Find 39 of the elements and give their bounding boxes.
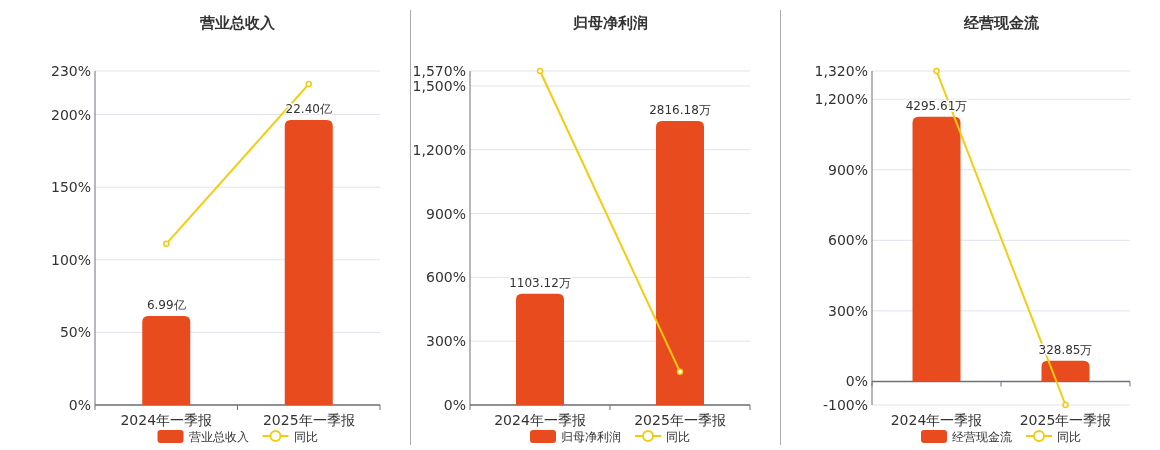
- x-tick-label: 2025年一季报: [634, 412, 726, 428]
- y-tick-label: 1,570%: [412, 63, 466, 79]
- legend-label: 归母净利润: [561, 430, 621, 444]
- y-tick-label: 0%: [443, 397, 466, 413]
- y-tick-label: -100%: [822, 397, 868, 413]
- data-label: 6.99亿: [146, 298, 186, 313]
- y-tick-label: 300%: [425, 333, 466, 350]
- legend-label: 营业总收入: [188, 430, 249, 444]
- legend-label: 同比: [666, 430, 690, 444]
- y-tick-label: 150%: [50, 179, 91, 196]
- x-tick-label: 2024年一季报: [494, 412, 586, 428]
- y-tick-label: 900%: [827, 161, 868, 178]
- legend-label: 同比: [1057, 430, 1081, 444]
- data-label: 22.40亿: [285, 101, 332, 116]
- x-tick-label: 2025年一季报: [1019, 412, 1112, 428]
- y-tick-label: 0%: [68, 397, 91, 413]
- y-tick-label: 50%: [59, 324, 91, 341]
- legend-label: 经营现金流: [952, 430, 1012, 444]
- y-tick-label: 1,500%: [412, 77, 466, 94]
- y-tick-label: 600%: [425, 269, 466, 286]
- y-tick-label: 0%: [845, 373, 868, 390]
- y-tick-label: 1,200%: [814, 91, 868, 108]
- y-tick-label: 200%: [50, 106, 91, 123]
- chart-title: 营业总收入: [199, 14, 276, 32]
- y-tick-label: 1,200%: [412, 141, 466, 158]
- y-tick-label: 230%: [50, 63, 91, 79]
- y-tick-label: 900%: [425, 205, 466, 222]
- chart-title: 经营现金流: [962, 14, 1040, 32]
- x-tick-label: 2024年一季报: [120, 412, 213, 428]
- x-tick-label: 2024年一季报: [890, 412, 983, 428]
- data-label: 1103.12万: [509, 275, 571, 290]
- y-tick-label: 300%: [827, 302, 868, 319]
- y-tick-label: 600%: [827, 232, 868, 249]
- data-label: 2816.18万: [649, 103, 711, 117]
- x-tick-label: 2025年一季报: [262, 412, 355, 428]
- y-tick-label: 100%: [50, 251, 91, 268]
- y-tick-label: 1,320%: [814, 63, 868, 79]
- chart-title: 归母净利润: [571, 14, 648, 32]
- legend-label: 同比: [293, 430, 318, 444]
